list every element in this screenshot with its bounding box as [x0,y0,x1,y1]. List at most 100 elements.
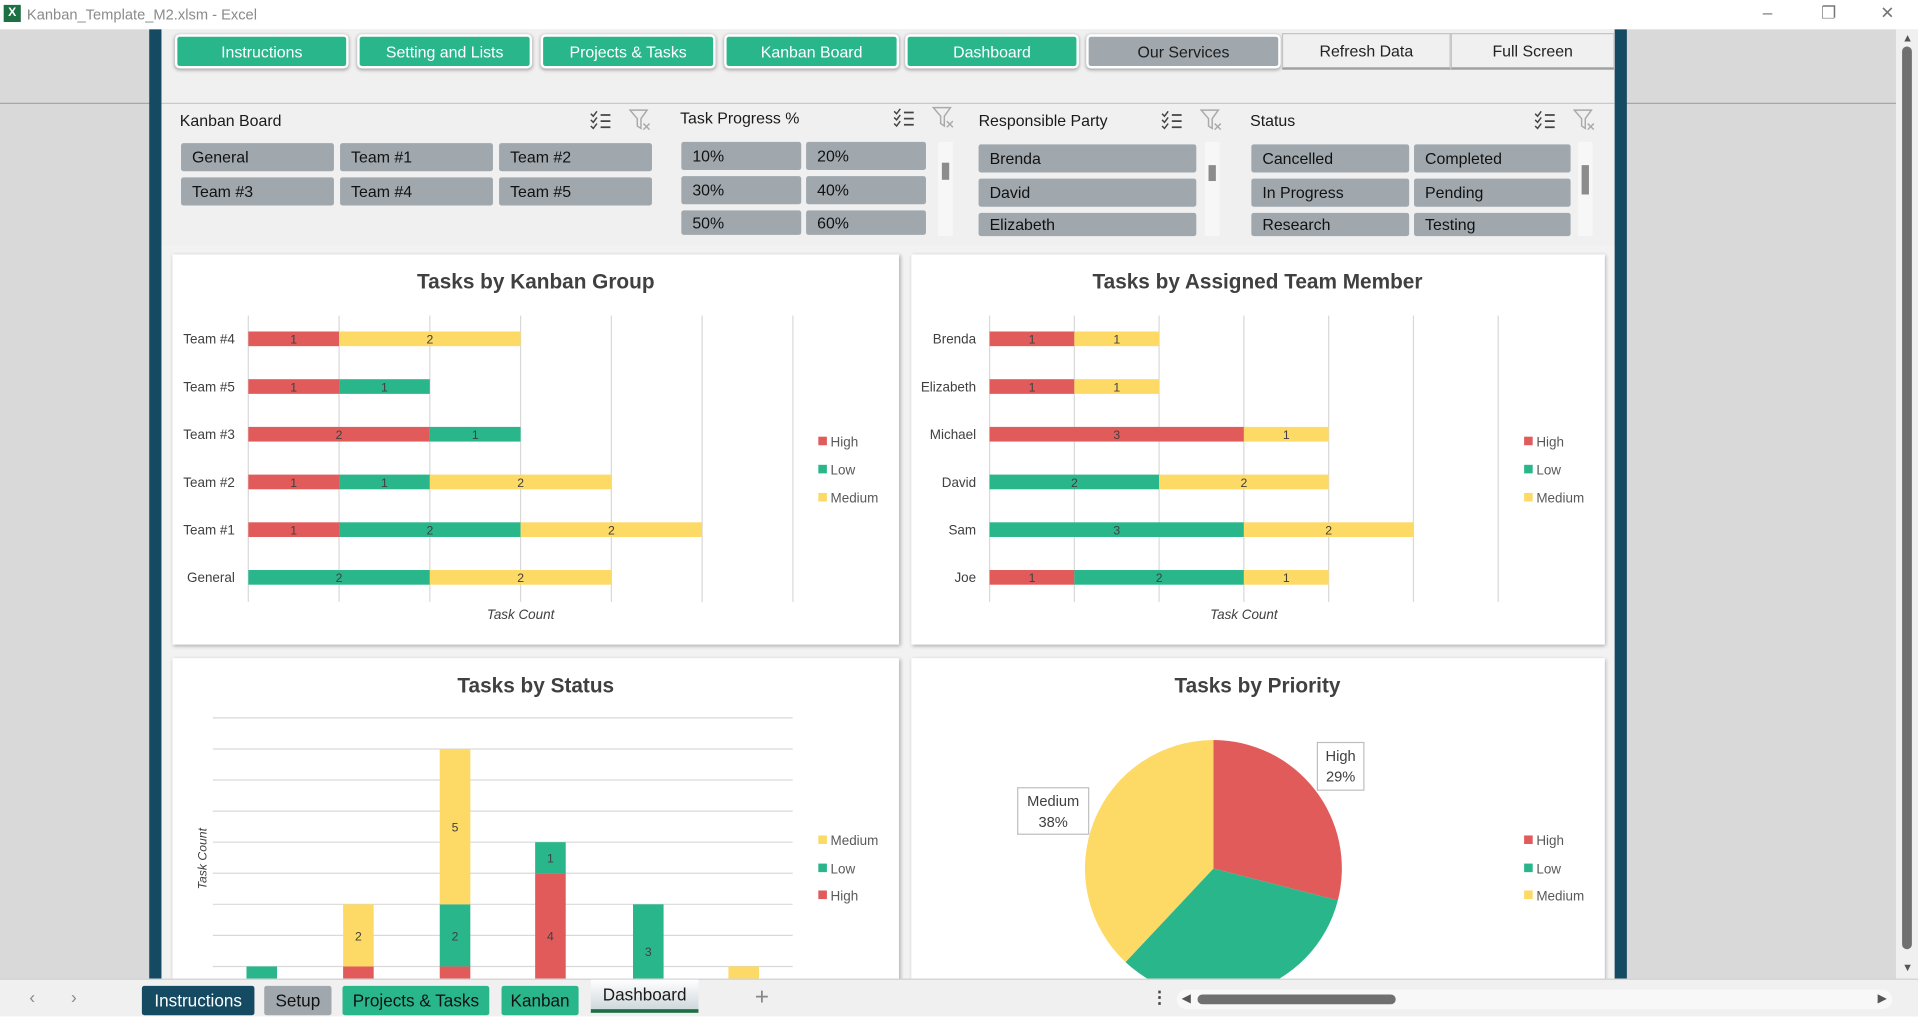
charts-layer: Tasks by Kanban Group Team #4 1 2 Team #5 1 1 T… [183,271,1584,979]
restore-button[interactable]: ❐ [1821,2,1837,23]
data-label: 1 [452,976,459,979]
slicer-scrollbar[interactable] [1204,141,1220,237]
data-label: 2 [1325,524,1332,538]
scroll-right-icon[interactable]: ▶ [1877,992,1888,1006]
bar-medium [728,966,760,979]
slicer-item[interactable]: Elizabeth [978,212,1197,237]
data-label: 1 [290,476,297,490]
horizontal-scroll-thumb[interactable] [1197,994,1396,1005]
legend-swatch-medium [818,835,827,845]
sheet-tab-instructions[interactable]: Instructions [141,985,255,1016]
refresh-data-button[interactable]: Refresh Data [1281,33,1451,70]
slicer-item[interactable]: Testing [1414,212,1571,237]
pie-slice-medium [1084,740,1214,963]
data-label: 2 [336,571,343,585]
legend-swatch-low [1524,464,1533,474]
data-label: 2 [336,428,343,442]
legend-label-high: High [831,888,859,903]
slicer-item[interactable]: 40% [806,176,926,205]
legend-swatch-low [1524,863,1533,873]
bar-high [248,474,340,490]
bar-medium [343,904,374,967]
callout-label: High [1326,749,1356,765]
slicer-item[interactable]: 50% [681,210,802,235]
slicer-item[interactable]: In Progress [1251,178,1410,207]
slicer-scroll-thumb[interactable] [1208,165,1216,182]
sheet-tab-setup[interactable]: Setup [264,985,332,1016]
slicer-item[interactable]: Team #5 [499,177,652,206]
clear-filter-icon[interactable] [1199,109,1222,131]
bar-high [248,379,340,394]
bar-low [339,522,521,537]
sheet-tab-projects-tasks[interactable]: Projects & Tasks [342,985,490,1016]
prev-sheet-icon[interactable]: ‹ [29,987,36,1007]
close-button[interactable]: ✕ [1880,2,1895,23]
data-label: 1 [1029,571,1036,585]
excel-icon: X [3,4,21,23]
slicer-item[interactable]: 10% [681,141,802,171]
nav-kanban-button[interactable]: Kanban Board [724,34,900,69]
scroll-down-icon[interactable]: ▼ [1902,961,1914,974]
clear-filter-icon[interactable] [931,106,954,128]
category-label: Team #3 [183,427,235,442]
slicer-item[interactable]: Team #4 [340,177,493,206]
scroll-up-icon[interactable]: ▲ [1902,31,1914,45]
data-label: 1 [290,524,297,538]
left-frame [149,29,162,979]
slicer-item[interactable]: 20% [806,141,926,171]
data-label: 1 [381,476,388,490]
bar-low [429,426,521,442]
category-label: Joe [954,570,976,585]
multi-select-icon[interactable] [590,109,612,131]
more-options-icon[interactable]: ⋮ [1151,987,1169,1007]
slicer-item[interactable]: Cancelled [1251,144,1410,173]
nav-dashboard-button[interactable]: Dashboard [905,34,1079,69]
slicer-item[interactable]: Pending [1414,178,1571,207]
sheet-tab-dashboard[interactable]: Dashboard [590,979,699,1013]
slicer-item[interactable]: General [181,143,334,172]
sheet-tab-kanban[interactable]: Kanban [501,985,579,1016]
bar-low [439,904,471,967]
next-sheet-icon[interactable]: › [70,987,77,1007]
bar-medium [1243,522,1414,537]
full-screen-button[interactable]: Full Screen [1450,33,1615,70]
slicer-item[interactable]: Brenda [978,144,1197,173]
slicer-item[interactable]: Completed [1414,144,1571,173]
data-label: 1 [1283,571,1290,585]
slicer-scroll-thumb[interactable] [1581,165,1589,195]
callout-label: Medium [1027,794,1079,810]
slicer-item[interactable]: Team #2 [499,143,652,172]
nav-settings-button[interactable]: Setting and Lists [357,34,533,69]
slicer-scroll-thumb[interactable] [941,162,950,180]
add-sheet-button[interactable]: + [754,983,770,1011]
vertical-scroll-thumb[interactable] [1902,46,1912,950]
vertical-scrollbar[interactable]: ▲ ▼ [1895,29,1918,979]
horizontal-scrollbar[interactable]: ◀ ▶ [1176,989,1893,1010]
clear-filter-icon[interactable] [628,109,651,131]
legend-swatch-high [818,436,827,446]
scroll-left-icon[interactable]: ◀ [1181,992,1192,1006]
data-label: 2 [517,476,524,490]
clear-filter-icon[interactable] [1572,109,1595,131]
slicer-item[interactable]: Team #3 [181,177,334,206]
legend-swatch-medium [1524,492,1533,502]
nav-instructions-button[interactable]: Instructions [174,34,349,69]
slicer-item[interactable]: Research [1251,212,1410,237]
multi-select-icon[interactable] [1534,109,1556,131]
minimize-button[interactable]: – [1762,2,1773,23]
legend-label-low: Low [1536,463,1561,478]
multi-select-icon[interactable] [1161,109,1183,131]
slicer-item[interactable]: David [978,178,1197,207]
callout-value: 29% [1326,770,1355,786]
data-label: 2 [452,929,459,943]
nav-our-services-button[interactable]: Our Services [1086,34,1281,69]
legend-label-medium: Medium [1536,888,1584,903]
slicer-item[interactable]: Team #1 [340,143,493,172]
slicer-item[interactable]: 30% [681,176,802,205]
nav-projects-button[interactable]: Projects & Tasks [540,34,716,69]
slicer-item[interactable]: 60% [806,210,926,235]
legend-swatch-low [818,464,827,474]
multi-select-icon[interactable] [893,106,915,128]
data-label: 2 [608,524,615,538]
